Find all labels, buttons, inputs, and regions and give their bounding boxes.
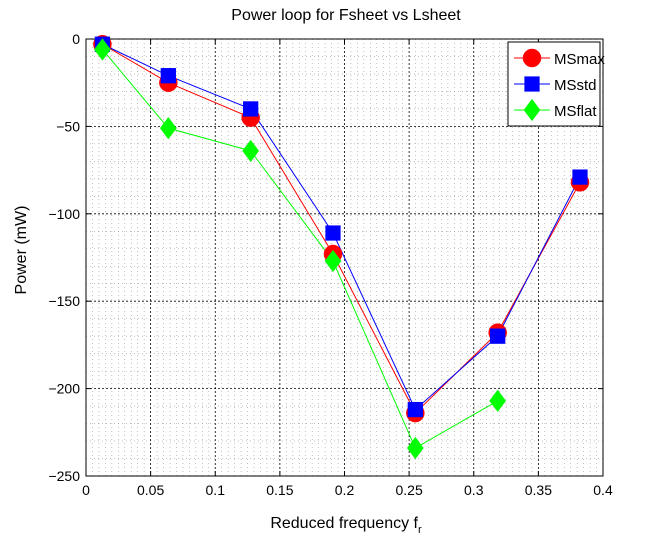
x-tick-label: 0.1 [206, 482, 226, 498]
x-tick-label: 0.25 [396, 482, 423, 498]
data-point-msflat [489, 389, 507, 413]
legend-marker-msflat [523, 98, 541, 122]
data-point-msstd [160, 68, 176, 84]
y-tick-label: −200 [48, 381, 80, 397]
data-point-msflat [159, 116, 177, 140]
legend-marker-msstd [524, 76, 540, 92]
data-point-msstd [407, 401, 423, 418]
x-axis-title: Reduced frequency fr [270, 515, 422, 535]
y-tick-label: −150 [48, 293, 80, 309]
data-point-msflat [94, 38, 111, 61]
legend-label-msstd: MSstd [554, 77, 597, 94]
data-point-msflat [324, 249, 342, 273]
x-tick-label: 0.35 [525, 482, 552, 498]
series-markers-msflat [94, 38, 507, 460]
y-tick-label: −100 [48, 206, 80, 222]
series-layer [93, 34, 590, 460]
legend-label-msmax: MSmax [554, 51, 605, 68]
legend-item-msflat: MSflat [514, 98, 597, 122]
data-point-msflat [406, 436, 424, 460]
x-axis-title-main: Reduced frequency f [270, 515, 418, 532]
y-tick-label: 0 [72, 31, 80, 47]
x-axis-title-subscript: r [418, 524, 422, 535]
data-point-msflat [242, 139, 260, 163]
data-point-msstd [572, 169, 588, 185]
x-tick-label: 0.15 [266, 482, 293, 498]
x-tick-label: 0.4 [593, 482, 613, 498]
y-tick-label: −250 [48, 468, 80, 484]
chart-title: Power loop for Fsheet vs Lsheet [231, 7, 461, 24]
series-msflat [102, 49, 498, 449]
legend: MSmax MSstd MSflat [507, 41, 605, 127]
x-axis-ticks: 0 0.05 0.1 0.15 0.2 0.25 0.3 0.35 0.4 [82, 39, 613, 498]
legend-marker-msmax [522, 48, 542, 68]
legend-item-msmax: MSmax [514, 48, 605, 68]
y-tick-label: −50 [56, 118, 80, 134]
legend-item-msstd: MSstd [514, 76, 597, 94]
x-tick-label: 0 [82, 482, 90, 498]
data-point-msstd [490, 328, 506, 344]
data-point-msstd [325, 225, 341, 241]
legend-label-msflat: MSflat [554, 103, 597, 120]
x-tick-label: 0.2 [335, 482, 355, 498]
series-line-msflat [102, 49, 498, 449]
data-point-msstd [243, 101, 259, 117]
x-tick-label: 0.05 [137, 482, 164, 498]
y-axis-title: Power (mW) [13, 206, 30, 295]
x-tick-label: 0.3 [464, 482, 484, 498]
y-axis-ticks: 0 −50 −100 −150 −200 −250 [48, 31, 603, 484]
